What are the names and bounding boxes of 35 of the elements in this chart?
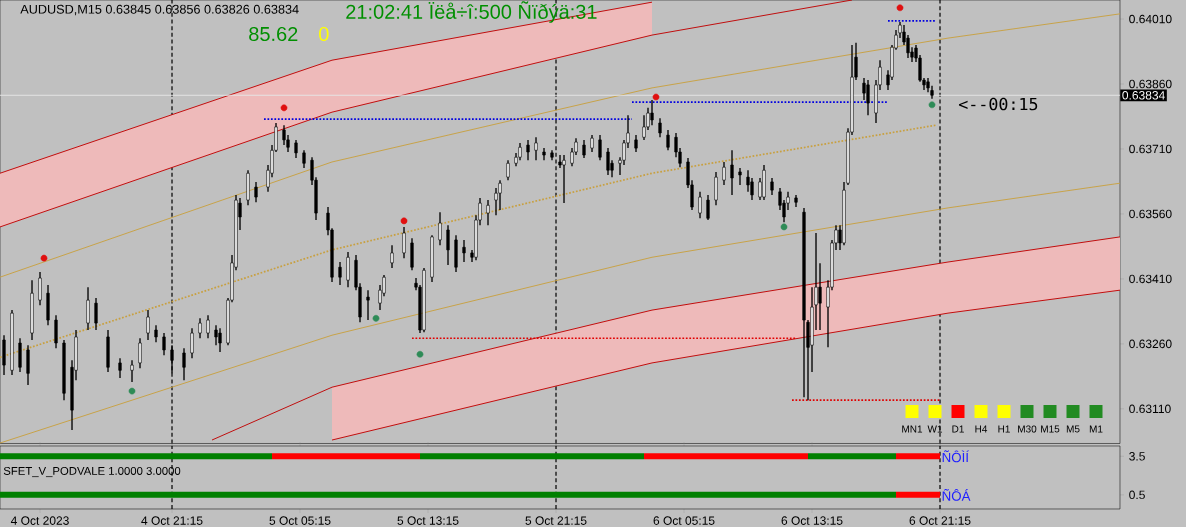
y-tick-label: 0.63710 xyxy=(1129,144,1172,154)
annotation: M15 xyxy=(1041,425,1060,433)
annotation: H1 xyxy=(998,425,1010,433)
y-tick-label: 0.5 xyxy=(1129,490,1145,500)
y-tick-label: 0.63410 xyxy=(1129,274,1172,284)
annotation: ÑÔÌÍ xyxy=(942,450,970,463)
ref-line-label: 0.63834 xyxy=(1122,91,1165,100)
annotation: ÑÔÁ xyxy=(942,488,971,501)
text: SFET_V_PODVALE 1.0000 3.0000 xyxy=(3,466,181,478)
y-tick-label: 3.5 xyxy=(1129,452,1145,461)
x-tick-label: 6 Oct 05:15 xyxy=(653,516,715,525)
annotation: 85.62 xyxy=(249,26,298,42)
x-tick-label: 6 Oct 13:15 xyxy=(781,516,843,525)
annotation: M5 xyxy=(1066,425,1080,433)
annotation: M1 xyxy=(1089,425,1103,433)
y-tick-label: 0.63260 xyxy=(1129,339,1172,349)
x-tick-label: 5 Oct 05:15 xyxy=(269,516,331,525)
y-tick-label: 0.63560 xyxy=(1129,209,1172,219)
x-tick-label: 5 Oct 21:15 xyxy=(525,516,587,525)
x-tick-label: 4 Oct 2023 xyxy=(10,516,69,525)
annotation: W1 xyxy=(927,425,943,433)
annotation: M30 xyxy=(1018,425,1037,433)
y-tick-label: 0.64010 xyxy=(1129,14,1172,24)
annotation: H4 xyxy=(975,425,988,433)
chart-title: AUDUSD,M15 0.63845 0.63856 0.63826 0.63834 xyxy=(20,4,299,16)
y-tick-label: 0.63110 xyxy=(1129,404,1171,414)
x-tick-label: 6 Oct 21:15 xyxy=(909,516,971,525)
annotation: 21:02:41 Ïëå÷î:500 Ñïðýä:31 xyxy=(346,1,597,23)
annotation: MN1 xyxy=(902,425,923,433)
annotation: D1 xyxy=(952,425,964,433)
annotation: <--00:15 xyxy=(958,97,1038,111)
y-tick-label: 0.63860 xyxy=(1129,79,1172,89)
x-tick-label: 5 Oct 13:15 xyxy=(397,516,459,525)
annotation: 0 xyxy=(319,26,329,42)
x-tick-label: 4 Oct 21:15 xyxy=(141,516,203,525)
